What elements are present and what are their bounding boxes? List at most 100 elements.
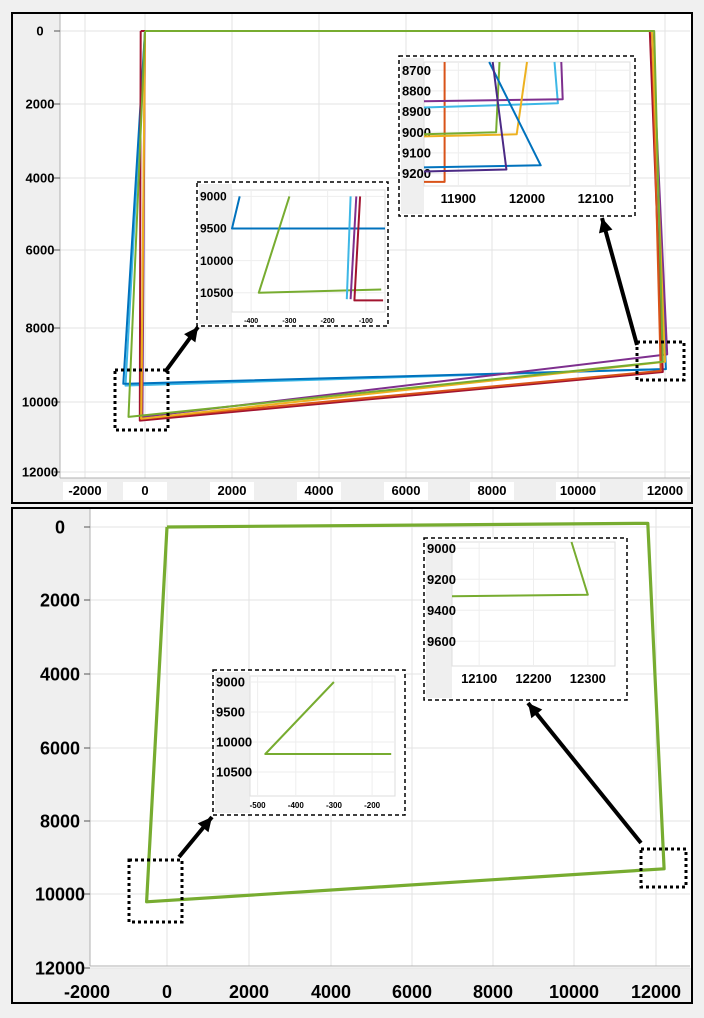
arrow-head	[184, 327, 198, 343]
inset-1: 9000 9500 10000 10500 -500 -400 -300 -200	[212, 669, 406, 816]
x-tick-label: 8000	[473, 982, 513, 1002]
inset-y-tick-label: 9000	[427, 541, 456, 556]
inset-series-2	[257, 196, 382, 294]
inset-x-tick-label: -100	[359, 318, 373, 325]
x-tick-label: 12000	[631, 982, 681, 1002]
inset-plot-area	[249, 675, 396, 797]
x-tick-label: 4000	[305, 483, 334, 498]
inset-y-tick-label: 9000	[402, 125, 431, 140]
x-tick-label: 8000	[478, 483, 507, 498]
x-tick-label: 2000	[229, 982, 269, 1002]
inset-x-tick-label: -300	[282, 318, 296, 325]
inset-series-5	[423, 61, 501, 136]
inset-2: 8700 8800 8900 9000 9100 9200 11900 12000 12100	[398, 55, 636, 217]
y-tick-label: 10000	[22, 395, 58, 410]
inset-y-tick-label: 9100	[402, 145, 431, 160]
inset-x-tick-label: -400	[288, 801, 305, 810]
x-tick-label: 0	[162, 982, 172, 1002]
inset-x-tick-label: 12100	[461, 671, 497, 686]
inset-series-1	[264, 681, 392, 755]
inset-x-tick-label: -300	[326, 801, 343, 810]
inset-y-tick-label: 9200	[427, 572, 456, 587]
main-series-1	[145, 521, 666, 904]
inset-y-tick-label: 8700	[402, 63, 431, 78]
zoom-region-box	[639, 847, 688, 889]
x-tick-label: -2000	[68, 483, 101, 498]
inset-y-band	[426, 540, 452, 698]
y-tick-label: 10000	[35, 884, 85, 904]
inset-series-1	[231, 196, 385, 230]
x-tick-label: -2000	[64, 982, 110, 1002]
x-tick-label-bg	[63, 482, 107, 500]
panel-border	[11, 507, 693, 1004]
inset-series-5	[345, 196, 352, 300]
y-tick-label: 6000	[40, 738, 80, 758]
x-tick-label-bg	[384, 482, 428, 500]
inset-y-band	[199, 184, 232, 324]
y-tick-label: 2000	[26, 97, 55, 112]
inset-series-2	[423, 61, 559, 109]
x-tick-label-bg	[556, 482, 600, 500]
inset-x-tick-label: -200	[321, 318, 335, 325]
x-tick-label: 2000	[218, 483, 247, 498]
inset-y-tick-label: 8800	[402, 83, 431, 98]
zoom-region-box	[127, 858, 184, 924]
zoom-region-box	[113, 368, 170, 432]
y-tick-label: 0	[36, 24, 43, 39]
y-tick-label: 0	[55, 517, 65, 537]
inset-series-3	[349, 196, 358, 300]
x-tick-label: 0	[141, 483, 148, 498]
inset-y-tick-label: 9000	[216, 675, 245, 690]
inset-y-tick-label: 9200	[402, 166, 431, 181]
main-series-7	[127, 30, 664, 418]
y-tick-band	[12, 508, 90, 1003]
inset-y-tick-label: 9600	[427, 634, 456, 649]
inset-y-tick-label: 10000	[216, 735, 252, 750]
inset-y-tick-label: 10500	[216, 765, 252, 780]
inset-x-tick-label: 12300	[570, 671, 606, 686]
inset-y-tick-label: 9400	[427, 603, 456, 618]
inset-1: 9000 9500 10000 10500 -400 -300 -200 -100	[196, 181, 389, 327]
inset-series-4	[423, 61, 528, 138]
x-tick-label-bg	[643, 482, 687, 500]
x-tick-band	[12, 968, 692, 1003]
y-tick-label: 6000	[26, 243, 55, 258]
y-tick-label: 8000	[26, 321, 55, 336]
panel-2: 0 2000 4000 6000 8000 10000 12000 -2000 0 2000 400…	[11, 507, 693, 1004]
arrow-head	[528, 703, 543, 719]
panel-1: 0 2000 4000 6000 8000 10000 12000 -2000 0 2000 400…	[11, 12, 693, 504]
panel-border	[11, 12, 693, 504]
y-tick-band	[12, 13, 60, 503]
arrow-head	[197, 817, 212, 833]
inset-y-tick-label: 9500	[200, 222, 227, 236]
x-tick-label: 6000	[392, 483, 421, 498]
x-tick-label: 4000	[311, 982, 351, 1002]
x-tick-label: 6000	[392, 982, 432, 1002]
x-tick-label: 12000	[647, 483, 683, 498]
inset-x-tick-label: 12200	[515, 671, 551, 686]
inset-x-tick-label: 12000	[509, 191, 545, 206]
inset-2: 9000 9200 9400 9600 12100 12200 12300	[423, 537, 628, 701]
inset-y-tick-label: 9500	[216, 705, 245, 720]
x-tick-label: 10000	[549, 982, 599, 1002]
inset-y-tick-label: 9000	[200, 190, 227, 204]
zoom-region-box	[635, 340, 686, 382]
inset-x-tick-label: 12100	[578, 191, 614, 206]
y-tick-label: 4000	[40, 664, 80, 684]
y-tick-label: 4000	[26, 171, 55, 186]
inset-x-tick-label: 11900	[441, 191, 476, 206]
x-tick-label-bg	[470, 482, 514, 500]
y-tick-label: 2000	[40, 590, 80, 610]
inset-y-tick-label: 10500	[200, 286, 234, 300]
arrow-head	[598, 218, 613, 234]
x-tick-label: 10000	[560, 483, 596, 498]
inset-y-band	[215, 672, 250, 813]
inset-x-tick-label: -400	[244, 318, 258, 325]
inset-y-tick-label: 10000	[200, 254, 234, 268]
y-tick-label: 12000	[35, 958, 85, 978]
x-tick-label-bg	[210, 482, 254, 500]
inset-x-tick-label: -500	[250, 801, 267, 810]
inset-y-band	[401, 58, 424, 214]
pointer-arrow	[600, 217, 639, 346]
